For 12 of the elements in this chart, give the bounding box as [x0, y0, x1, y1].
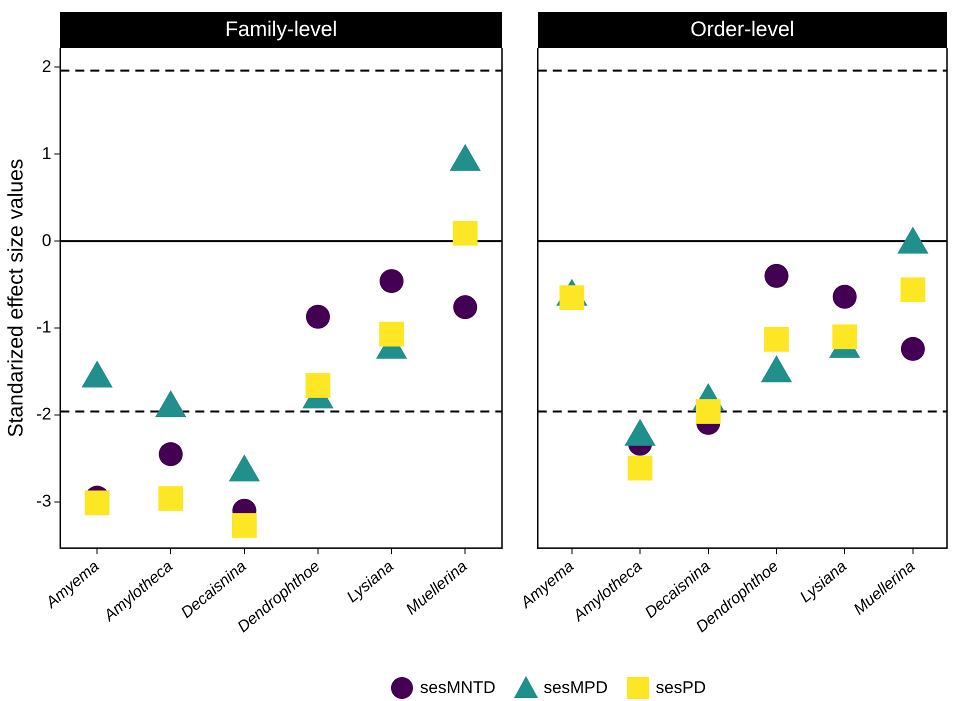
y-tick-label: -2 [36, 404, 52, 424]
y-tick-label: 0 [42, 230, 52, 250]
y-tick-label: -1 [36, 318, 52, 337]
legend-label: sesPD [656, 678, 706, 698]
legend-label: sesMNTD [420, 678, 496, 698]
y-tick-label: 1 [42, 144, 52, 163]
y-tick-label: -3 [36, 492, 52, 511]
y-tick-label: 2 [42, 56, 52, 76]
chart-title: Order-level [538, 12, 947, 48]
chart-title: Family-level [60, 12, 502, 48]
y-axis-title: Standarized effect size values [4, 158, 28, 438]
legend-label: sesMPD [544, 678, 608, 698]
